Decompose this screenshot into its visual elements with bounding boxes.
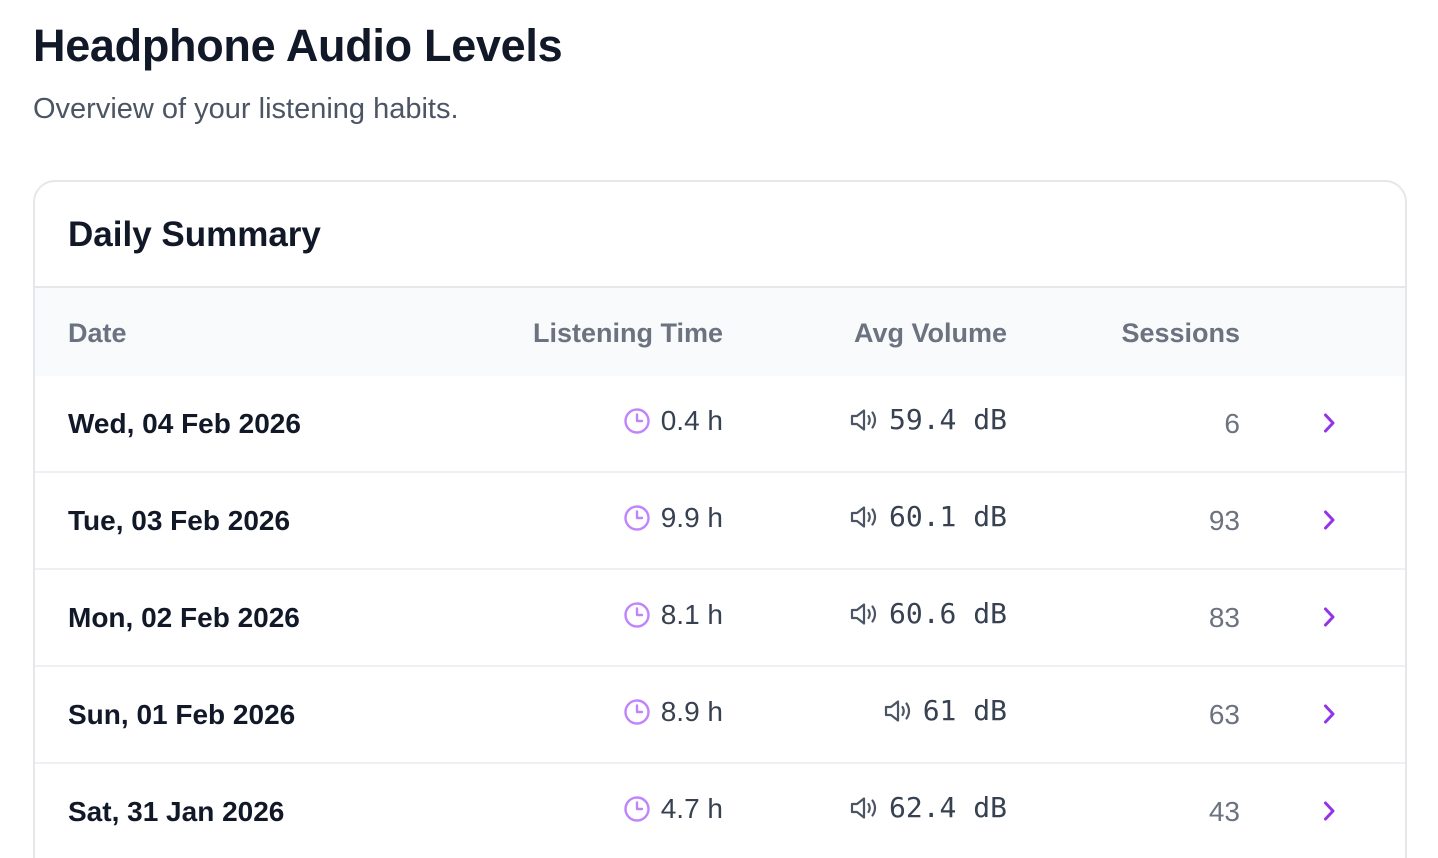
speaker-icon — [883, 698, 915, 724]
table-row[interactable]: Wed, 04 Feb 2026 0.4 h 59.4 dB 6 — [35, 376, 1405, 473]
chevron-right-icon[interactable] — [1315, 700, 1343, 728]
page-title: Headphone Audio Levels — [33, 20, 563, 71]
avg-volume-value: 60.1 dB — [888, 500, 1007, 533]
avg-volume-value: 59.4 dB — [888, 403, 1007, 436]
clock-icon — [623, 407, 651, 435]
row-listening-time: 8.1 h — [623, 597, 723, 633]
chevron-right-icon[interactable] — [1315, 409, 1343, 437]
listening-time-value: 4.7 h — [660, 793, 723, 824]
avg-volume-value: 61 dB — [922, 694, 1007, 727]
table-body: Wed, 04 Feb 2026 0.4 h 59.4 dB 6 — [35, 376, 1405, 858]
row-date: Sun, 01 Feb 2026 — [68, 699, 296, 730]
row-sessions: 6 — [1224, 408, 1240, 439]
row-date: Wed, 04 Feb 2026 — [68, 408, 301, 439]
column-header-sessions: Sessions — [1121, 318, 1240, 348]
column-header-date: Date — [68, 318, 127, 348]
row-avg-volume: 60.6 dB — [849, 596, 1007, 632]
row-sessions: 43 — [1208, 796, 1240, 827]
column-header-avg-volume: Avg Volume — [853, 318, 1007, 348]
row-avg-volume: 62.4 dB — [849, 790, 1007, 826]
row-listening-time: 0.4 h — [623, 403, 723, 439]
listening-time-value: 8.1 h — [660, 599, 723, 630]
row-avg-volume: 60.1 dB — [849, 499, 1007, 535]
listening-time-value: 9.9 h — [660, 502, 723, 533]
avg-volume-value: 62.4 dB — [888, 791, 1007, 824]
card-header: Daily Summary — [35, 182, 1405, 288]
row-avg-volume: 61 dB — [883, 693, 1007, 729]
row-avg-volume: 59.4 dB — [849, 402, 1007, 438]
speaker-icon — [849, 795, 881, 821]
column-header-listening-time: Listening Time — [532, 318, 723, 348]
clock-icon — [623, 795, 651, 823]
chevron-right-icon[interactable] — [1315, 603, 1343, 631]
table-row[interactable]: Sat, 31 Jan 2026 4.7 h 62.4 dB 43 — [35, 764, 1405, 858]
page-subtitle: Overview of your listening habits. — [33, 93, 459, 125]
row-listening-time: 8.9 h — [623, 694, 723, 730]
chevron-right-icon[interactable] — [1315, 506, 1343, 534]
card-title: Daily Summary — [68, 215, 321, 254]
clock-icon — [623, 698, 651, 726]
row-date: Tue, 03 Feb 2026 — [68, 505, 291, 536]
listening-time-value: 8.9 h — [660, 696, 723, 727]
row-sessions: 93 — [1208, 505, 1240, 536]
table-header: Date Listening Time Avg Volume Sessions — [35, 288, 1405, 376]
table-row[interactable]: Tue, 03 Feb 2026 9.9 h 60.1 dB 93 — [35, 473, 1405, 570]
speaker-icon — [849, 504, 881, 530]
row-listening-time: 4.7 h — [623, 791, 723, 827]
listening-time-value: 0.4 h — [660, 405, 723, 436]
row-sessions: 83 — [1208, 602, 1240, 633]
row-sessions: 63 — [1208, 699, 1240, 730]
table-row[interactable]: Sun, 01 Feb 2026 8.9 h 61 dB 63 — [35, 667, 1405, 764]
chevron-right-icon[interactable] — [1315, 797, 1343, 825]
daily-summary-card: Daily Summary Date Listening Time Avg Vo… — [33, 180, 1407, 858]
speaker-icon — [849, 601, 881, 627]
row-listening-time: 9.9 h — [623, 500, 723, 536]
clock-icon — [623, 504, 651, 532]
table-row[interactable]: Mon, 02 Feb 2026 8.1 h 60.6 dB 83 — [35, 570, 1405, 667]
row-date: Mon, 02 Feb 2026 — [68, 602, 300, 633]
speaker-icon — [849, 407, 881, 433]
avg-volume-value: 60.6 dB — [888, 597, 1007, 630]
row-date: Sat, 31 Jan 2026 — [68, 796, 285, 827]
clock-icon — [623, 601, 651, 629]
